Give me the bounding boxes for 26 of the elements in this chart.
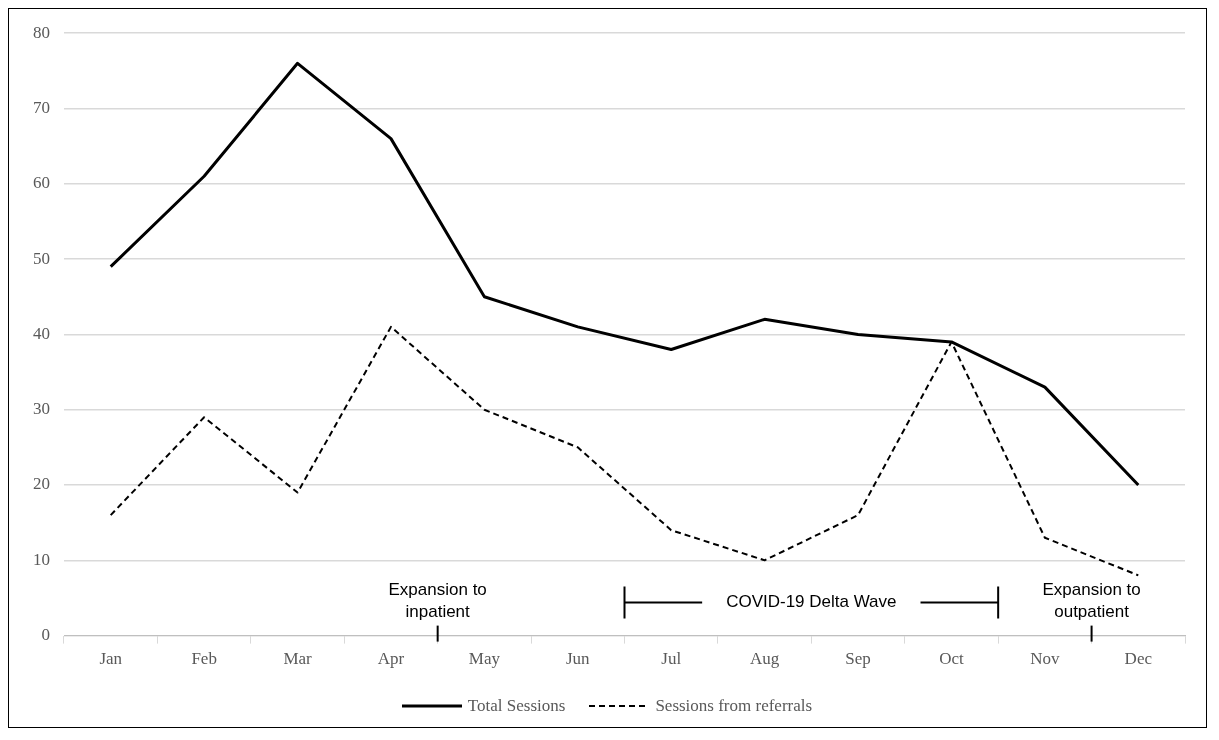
y-tick-label: 70	[33, 97, 50, 117]
x-tick-label: Dec	[1124, 649, 1153, 669]
y-tick-label: 60	[33, 173, 50, 193]
x-tick-label: Jun	[565, 649, 591, 669]
x-tick-label: Mar	[283, 649, 313, 669]
x-tick-label: Apr	[377, 649, 405, 669]
y-tick-label: 20	[33, 474, 50, 494]
annotation: Expansion to outpatient	[1042, 580, 1141, 622]
x-tick-label: Jul	[661, 649, 682, 669]
x-tick-label: May	[468, 649, 501, 669]
annotation: COVID-19 Delta Wave	[726, 592, 897, 612]
y-tick-label: 30	[33, 399, 50, 419]
annotation: Expansion to inpatient	[388, 580, 487, 622]
y-tick-label: 40	[33, 323, 50, 343]
x-tick-label: Oct	[939, 649, 965, 669]
y-tick-label: 10	[33, 549, 50, 569]
y-tick-label: 80	[33, 22, 50, 42]
x-tick-label: Jan	[99, 649, 123, 669]
x-tick-label: Aug	[749, 649, 780, 669]
x-tick-label: Nov	[1030, 649, 1061, 669]
legend-label: Total Sessions	[467, 696, 566, 716]
x-tick-label: Sep	[845, 649, 871, 669]
x-tick-label: Feb	[191, 649, 217, 669]
y-tick-label: 50	[33, 248, 50, 268]
legend-label: Sessions from referrals	[655, 696, 813, 716]
y-tick-label: 0	[41, 625, 50, 645]
